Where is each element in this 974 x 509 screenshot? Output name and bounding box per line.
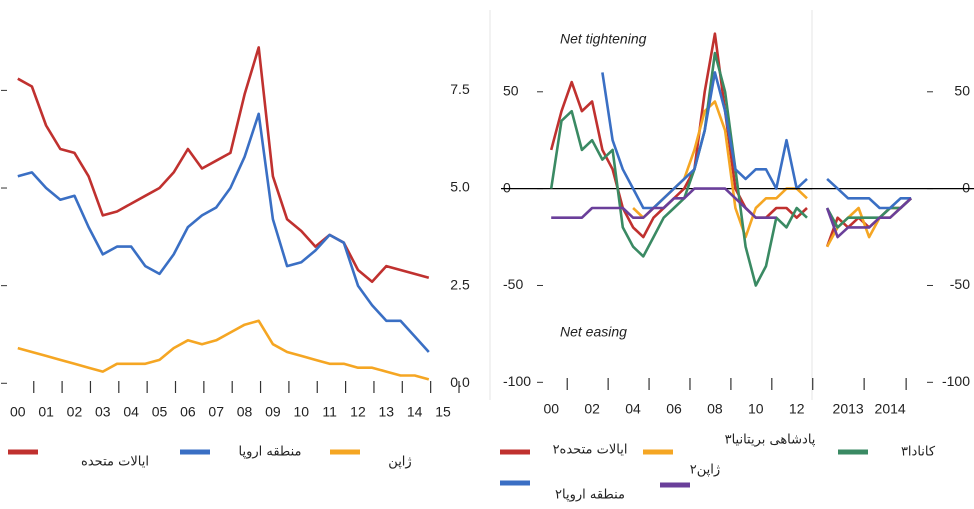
series-line <box>825 197 912 239</box>
y-tick-label: 5.0 <box>450 179 470 195</box>
y-tick-label: 0 <box>962 179 970 195</box>
legend-label: ژاپن <box>388 455 411 470</box>
legend-label: ایالات متحده۲ <box>553 443 628 458</box>
legend-label: منطقه اروپا۲ <box>555 488 625 503</box>
series-line <box>17 46 430 283</box>
x-tick-label: 06 <box>666 401 682 417</box>
x-tick-label: 08 <box>707 401 723 417</box>
legend-label: کانادا۳ <box>901 445 936 460</box>
x-tick-label: 10 <box>293 404 309 420</box>
y-tick-label: 0 <box>503 179 511 195</box>
x-tick-label: 07 <box>208 404 224 420</box>
y-tick-label: -50 <box>950 276 970 292</box>
annotation: Net tightening <box>560 31 647 47</box>
x-tick-label: 08 <box>237 404 253 420</box>
series-line <box>17 112 430 353</box>
series-line <box>601 71 808 210</box>
y-tick-label: 2.5 <box>450 276 470 292</box>
series-line <box>825 197 912 229</box>
y-tick-label: 7.5 <box>450 81 470 97</box>
legend-label: پادشاهی بریتانیا۳ <box>725 433 816 448</box>
x-tick-label: 13 <box>379 404 395 420</box>
x-tick-label: 2014 <box>875 401 906 417</box>
x-tick-label: 00 <box>10 404 26 420</box>
x-tick-label: 09 <box>265 404 281 420</box>
x-tick-label: 01 <box>38 404 54 420</box>
x-tick-label: 15 <box>435 404 451 420</box>
y-tick-label: 50 <box>503 82 519 98</box>
x-tick-label: 14 <box>407 404 423 420</box>
series-line <box>549 51 808 287</box>
x-tick-label: 04 <box>123 404 139 420</box>
x-tick-label: 11 <box>322 404 337 420</box>
y-tick-label: 50 <box>954 82 970 98</box>
x-tick-label: 04 <box>625 401 641 417</box>
legend-label: ژاپن۲ <box>690 463 720 478</box>
y-tick-label: -100 <box>942 373 970 389</box>
x-tick-label: 00 <box>543 401 559 417</box>
y-tick-label: -50 <box>503 276 523 292</box>
x-tick-label: 2013 <box>833 401 864 417</box>
legend-label: ایالات متحده <box>81 455 149 470</box>
x-tick-label: 12 <box>789 401 805 417</box>
x-tick-label: 10 <box>748 401 764 417</box>
x-tick-label: 12 <box>350 404 366 420</box>
x-tick-label: 03 <box>95 404 111 420</box>
legend-label: منطقه اروپا <box>239 445 302 460</box>
annotation: Net easing <box>560 324 627 340</box>
series-line <box>17 319 430 381</box>
x-tick-label: 02 <box>584 401 600 417</box>
y-tick-label: 0.0 <box>450 374 470 390</box>
series-line <box>551 187 777 219</box>
y-tick-label: -100 <box>503 373 531 389</box>
series-line <box>826 177 912 210</box>
x-tick-label: 06 <box>180 404 196 420</box>
x-tick-label: 02 <box>67 404 83 420</box>
x-tick-label: 05 <box>152 404 168 420</box>
